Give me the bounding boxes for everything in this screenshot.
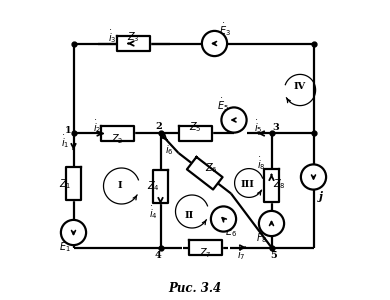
Polygon shape xyxy=(179,126,211,141)
Text: II: II xyxy=(184,212,193,220)
Text: $Z_2$: $Z_2$ xyxy=(111,133,123,146)
Text: $\dot{E}_6$: $\dot{E}_6$ xyxy=(225,222,237,239)
Polygon shape xyxy=(187,157,223,190)
Text: $Z_7$: $Z_7$ xyxy=(199,247,212,260)
Text: I: I xyxy=(117,182,122,190)
Polygon shape xyxy=(189,240,222,255)
Text: IV: IV xyxy=(293,82,305,91)
Text: 2: 2 xyxy=(155,122,162,131)
Text: $Z_4$: $Z_4$ xyxy=(147,179,160,193)
Text: $\dot{i}_8$: $\dot{i}_8$ xyxy=(257,155,265,172)
Text: j: j xyxy=(319,177,323,186)
Text: III: III xyxy=(241,180,255,189)
Polygon shape xyxy=(117,36,150,51)
Circle shape xyxy=(61,220,86,245)
Text: $\dot{i}_1$: $\dot{i}_1$ xyxy=(61,134,69,150)
Text: $\dot{F}_8$: $\dot{F}_8$ xyxy=(256,228,268,244)
Polygon shape xyxy=(101,126,133,141)
Text: $\dot{i}_2$: $\dot{i}_2$ xyxy=(93,118,102,135)
Text: $\dot{E}_1$: $\dot{E}_1$ xyxy=(59,238,71,254)
Text: $Z_5$: $Z_5$ xyxy=(189,121,201,134)
Polygon shape xyxy=(153,170,168,203)
Text: $\dot{i}_4$: $\dot{i}_4$ xyxy=(149,205,158,221)
Text: $Z_6$: $Z_6$ xyxy=(205,161,218,175)
Polygon shape xyxy=(264,169,279,202)
Text: $Z_8$: $Z_8$ xyxy=(273,178,285,191)
Circle shape xyxy=(301,164,326,190)
Text: 5: 5 xyxy=(270,251,277,260)
Text: 4: 4 xyxy=(155,251,162,260)
Text: j: j xyxy=(319,191,323,202)
Text: $\dot{E}_5$: $\dot{E}_5$ xyxy=(218,96,229,112)
Text: $Z_1$: $Z_1$ xyxy=(59,178,72,191)
Text: 1: 1 xyxy=(65,126,72,135)
Text: $\dot{E}_3$: $\dot{E}_3$ xyxy=(219,22,231,38)
Polygon shape xyxy=(66,167,81,200)
Text: $Z_3$: $Z_3$ xyxy=(127,31,140,44)
Text: $\dot{i}_5$: $\dot{i}_5$ xyxy=(254,118,262,135)
Text: Рис. 3.4: Рис. 3.4 xyxy=(168,281,222,295)
Circle shape xyxy=(202,31,227,56)
Text: $\dot{i}_7$: $\dot{i}_7$ xyxy=(237,245,246,262)
Text: 3: 3 xyxy=(273,123,279,132)
Circle shape xyxy=(211,206,236,232)
Circle shape xyxy=(222,107,246,133)
Circle shape xyxy=(259,211,284,236)
Text: $\dot{i}_3$: $\dot{i}_3$ xyxy=(108,28,117,45)
Text: $\dot{i}_6$: $\dot{i}_6$ xyxy=(165,140,174,157)
